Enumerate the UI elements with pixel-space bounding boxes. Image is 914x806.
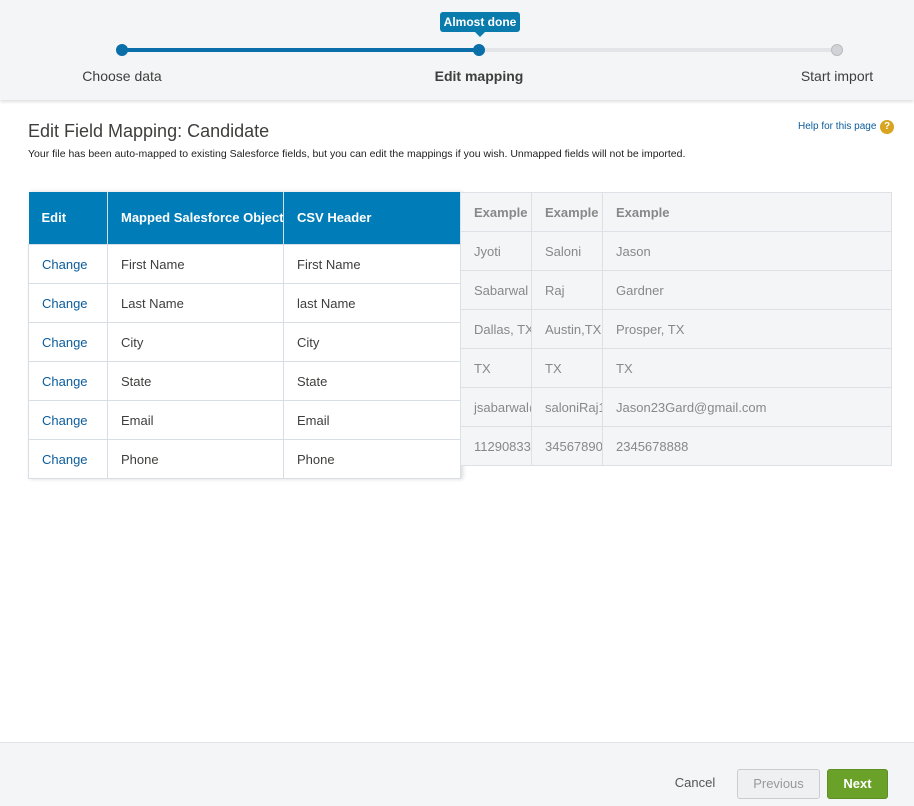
table-body: Jyoti Saloni Jason Sabarwal Raj Gardner Dallas…	[460, 231, 892, 466]
table-row: Change State State	[28, 361, 461, 401]
table-cell: TX	[531, 348, 603, 388]
table-row: Change First Name First Name	[28, 244, 461, 284]
table-cell: Jason	[602, 231, 892, 271]
previous-button[interactable]: Previous	[737, 769, 820, 799]
step-dot	[116, 44, 128, 56]
table-row: Change Email Email	[28, 400, 461, 440]
table-cell: 345678909	[531, 426, 603, 466]
table-cell: 2345678888	[602, 426, 892, 466]
table-row: 1129083333456789092345678888	[460, 426, 892, 466]
help-link[interactable]: Help for this page	[798, 121, 877, 132]
next-button[interactable]: Next	[827, 769, 888, 799]
table-cell: last Name	[283, 283, 461, 323]
change-link[interactable]: Change	[28, 244, 108, 284]
change-link[interactable]: Change	[28, 439, 108, 479]
step-label: Start import	[800, 68, 874, 84]
table-cell: Austin,TX	[531, 309, 603, 349]
table-row: Jyoti Saloni Jason	[460, 231, 892, 271]
table-cell: jsabarwal@	[460, 387, 532, 427]
step-label: Choose data	[82, 68, 162, 84]
table-cell: First Name	[283, 244, 461, 284]
cancel-button[interactable]: Cancel	[674, 775, 716, 790]
table-cell: City	[107, 322, 284, 362]
step-dot	[473, 44, 485, 56]
table-row: Change City City	[28, 322, 461, 362]
table-cell: Gardner	[602, 270, 892, 310]
table-cell: State	[107, 361, 284, 401]
change-link[interactable]: Change	[28, 322, 108, 362]
table-cell: State	[283, 361, 461, 401]
progress-header: Almost done Choose data Edit mapping Sta…	[0, 0, 914, 100]
table-cell: Last Name	[107, 283, 284, 323]
column-header: Example	[460, 192, 532, 232]
table-cell: Sabarwal	[460, 270, 532, 310]
table-cell: Prosper, TX	[602, 309, 892, 349]
table-cell: Dallas, TX	[460, 309, 532, 349]
table-cell: Jyoti	[460, 231, 532, 271]
examples-table: Example Example Example Jyoti Saloni Jason Sab…	[460, 192, 892, 466]
table-cell: Phone	[107, 439, 284, 479]
table-row: Change Phone Phone	[28, 439, 461, 479]
table-body: Change First Name First Name Change Last Nam…	[28, 244, 461, 479]
column-header: Edit	[28, 192, 108, 245]
description: Your file has been auto-mapped to existi…	[28, 148, 686, 160]
table-row: Dallas, TX Austin,TX Prosper, TX	[460, 309, 892, 349]
mapping-table: Edit Mapped Salesforce Object CSV Header Ch…	[28, 192, 461, 479]
table-cell: City	[283, 322, 461, 362]
table-cell: Raj	[531, 270, 603, 310]
table-cell: Email	[107, 400, 284, 440]
table-cell: saloniRaj1	[531, 387, 603, 427]
change-link[interactable]: Change	[28, 400, 108, 440]
table-cell: TX	[460, 348, 532, 388]
change-link[interactable]: Change	[28, 361, 108, 401]
step-dot	[831, 44, 843, 56]
column-header: Example	[602, 192, 892, 232]
column-header: Mapped Salesforce Object	[107, 192, 284, 245]
page-title: Edit Field Mapping: Candidate	[28, 121, 270, 141]
column-header: Example	[531, 192, 603, 232]
progress-badge: Almost done	[440, 12, 520, 37]
table-row: TX TX TX	[460, 348, 892, 388]
change-link[interactable]: Change	[28, 283, 108, 323]
help-icon[interactable]: ?	[880, 120, 894, 134]
progress-fill	[122, 48, 479, 52]
column-header: CSV Header	[283, 192, 461, 245]
table-cell: First Name	[107, 244, 284, 284]
footer: Cancel Previous Next	[0, 742, 914, 806]
header-row: Example Example Example	[460, 192, 892, 232]
table-row: jsabarwal@saloniRaj1Jason23Gard@gmail.co…	[460, 387, 892, 427]
table-cell: Email	[283, 400, 461, 440]
table-row: Change Last Name last Name	[28, 283, 461, 323]
table-cell: Phone	[283, 439, 461, 479]
table-cell: Saloni	[531, 231, 603, 271]
table-cell: TX	[602, 348, 892, 388]
table-cell: Jason23Gard@gmail.com	[602, 387, 892, 427]
table-row: Sabarwal Raj Gardner	[460, 270, 892, 310]
step-label: Edit mapping	[434, 68, 524, 84]
header-row: Edit Mapped Salesforce Object CSV Header	[28, 192, 461, 245]
